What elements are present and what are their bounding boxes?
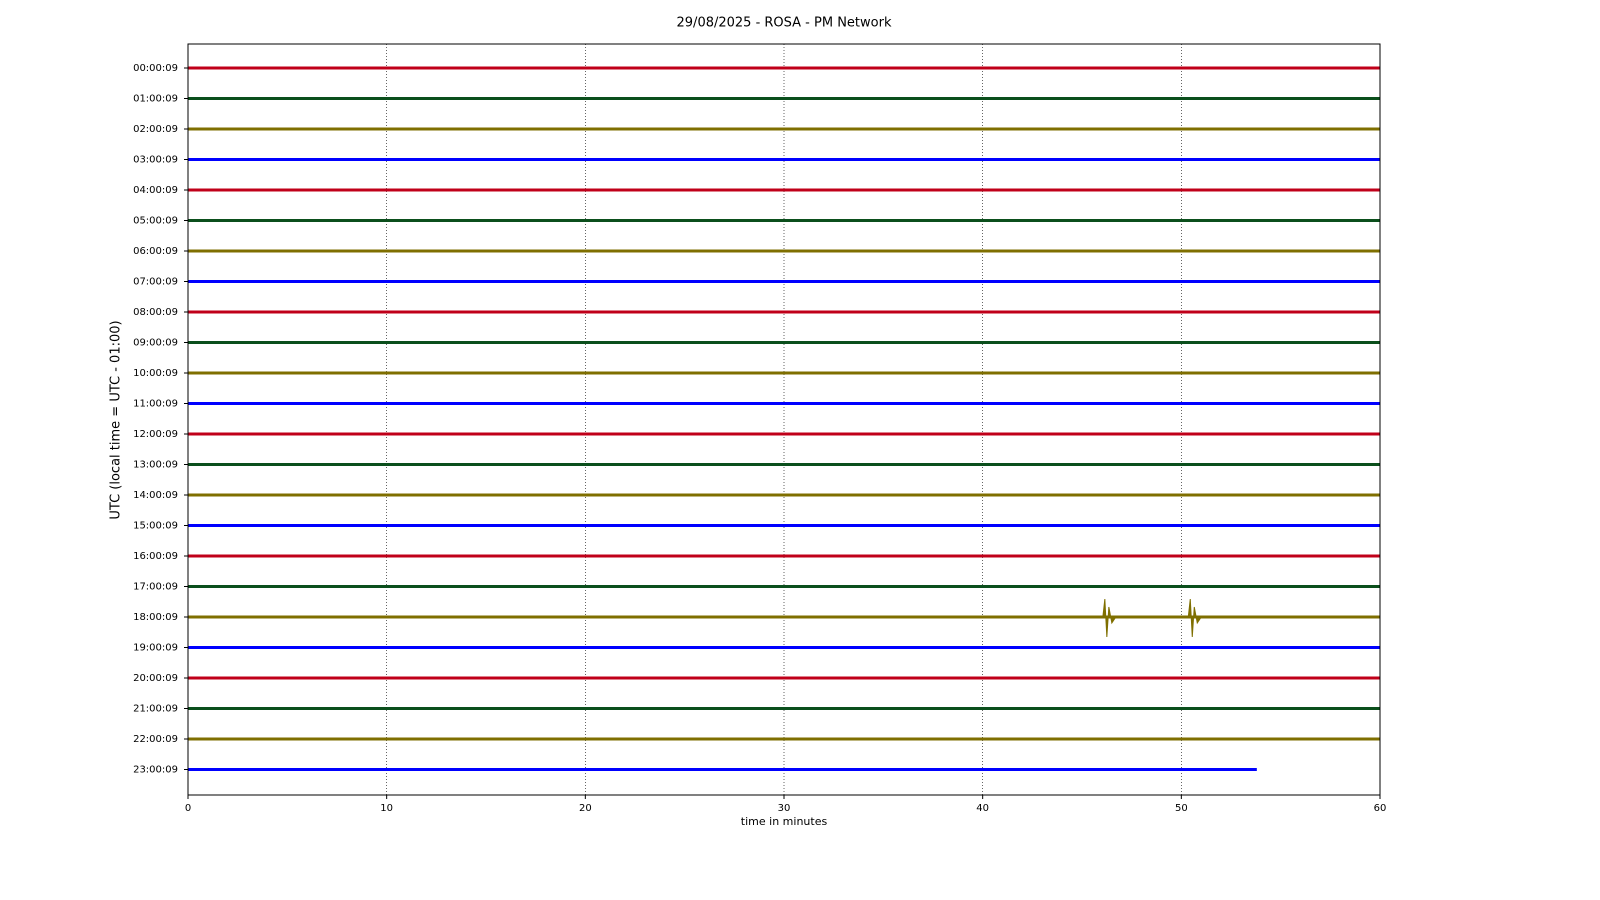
seismic-event bbox=[1187, 598, 1203, 638]
y-tick-label: 15:00:09 bbox=[133, 521, 178, 532]
y-tick-label: 18:00:09 bbox=[133, 612, 178, 623]
y-axis-label: UTC (local time = UTC - 01:00) bbox=[109, 320, 124, 519]
x-tick-label: 30 bbox=[778, 803, 791, 814]
plot-frame bbox=[187, 43, 1381, 796]
y-tick-label: 00:00:09 bbox=[133, 63, 178, 74]
y-tick-label: 01:00:09 bbox=[133, 94, 178, 105]
seismic-event bbox=[1102, 598, 1117, 638]
x-tick-label: 40 bbox=[976, 803, 989, 814]
y-tick-label: 02:00:09 bbox=[133, 124, 178, 135]
y-tick-label: 19:00:09 bbox=[133, 643, 178, 654]
x-axis-label: time in minutes bbox=[741, 815, 828, 828]
x-tick-label: 60 bbox=[1374, 803, 1387, 814]
x-tick-label: 10 bbox=[380, 803, 393, 814]
y-tick-label: 21:00:09 bbox=[133, 704, 178, 715]
y-tick-label: 20:00:09 bbox=[133, 673, 178, 684]
y-tick-label: 13:00:09 bbox=[133, 460, 178, 471]
chart-title: 29/08/2025 - ROSA - PM Network bbox=[677, 16, 892, 31]
y-tick-label: 23:00:09 bbox=[133, 765, 178, 776]
x-tick-label: 50 bbox=[1175, 803, 1188, 814]
y-tick-label: 08:00:09 bbox=[133, 307, 178, 318]
y-tick-label: 22:00:09 bbox=[133, 734, 178, 745]
y-tick-label: 14:00:09 bbox=[133, 490, 178, 501]
y-tick-label: 09:00:09 bbox=[133, 338, 178, 349]
y-tick-label: 06:00:09 bbox=[133, 246, 178, 257]
y-tick-label: 11:00:09 bbox=[133, 399, 178, 410]
y-tick-label: 05:00:09 bbox=[133, 216, 178, 227]
y-tick-label: 04:00:09 bbox=[133, 185, 178, 196]
y-tick-label: 12:00:09 bbox=[133, 429, 178, 440]
y-tick-label: 07:00:09 bbox=[133, 277, 178, 288]
y-tick-label: 17:00:09 bbox=[133, 582, 178, 593]
x-tick-label: 0 bbox=[185, 803, 191, 814]
y-tick-label: 16:00:09 bbox=[133, 551, 178, 562]
y-tick-label: 03:00:09 bbox=[133, 155, 178, 166]
x-tick-label: 20 bbox=[579, 803, 592, 814]
y-tick-label: 10:00:09 bbox=[133, 368, 178, 379]
